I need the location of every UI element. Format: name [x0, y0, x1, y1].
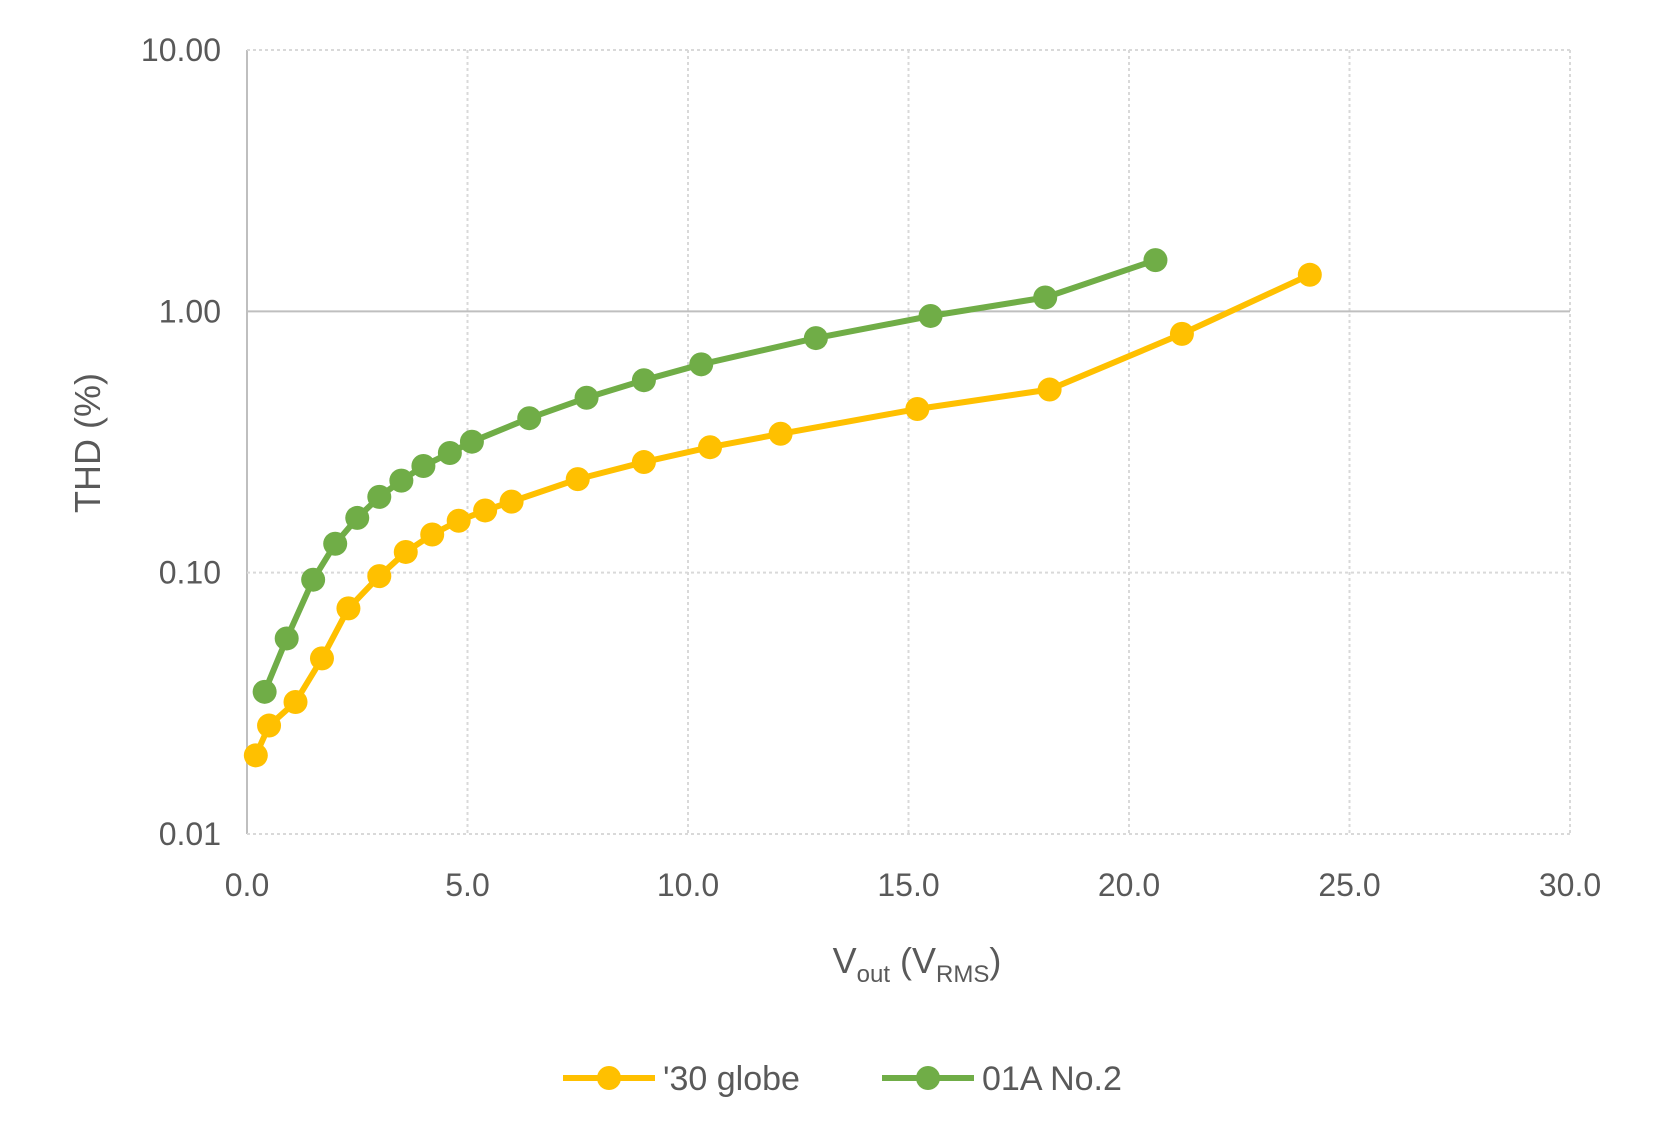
legend: '30 globe 01A No.2 — [563, 1060, 1122, 1098]
y-tick-label: 10.00 — [141, 32, 221, 68]
legend-swatch-marker — [916, 1066, 940, 1090]
data-point — [565, 467, 590, 492]
data-point — [631, 450, 656, 475]
data-point — [336, 596, 361, 621]
data-point — [301, 567, 326, 592]
y-tick-label: 0.01 — [159, 816, 221, 852]
x-tick-labels: 0.0 5.0 10.0 15.0 20.0 25.0 30.0 — [225, 867, 1601, 903]
data-point — [252, 679, 277, 704]
legend-item: '30 globe — [563, 1060, 800, 1098]
data-point — [517, 406, 542, 431]
legend-label: 01A No.2 — [982, 1060, 1122, 1098]
data-point — [420, 522, 445, 547]
legend-label: '30 globe — [663, 1060, 800, 1098]
data-point — [1169, 321, 1194, 346]
y-tick-labels: 0.01 0.10 1.00 10.00 — [141, 32, 221, 852]
x-tick-label: 15.0 — [877, 867, 939, 903]
series-1 — [243, 262, 1322, 768]
data-point — [283, 689, 308, 714]
legend-swatch-marker — [597, 1066, 621, 1090]
data-point — [411, 453, 436, 478]
data-point — [698, 435, 723, 460]
x-axis-title-main: V — [833, 940, 857, 981]
data-point — [574, 385, 599, 410]
legend-item: 01A No.2 — [882, 1060, 1122, 1098]
data-point — [274, 626, 299, 651]
x-tick-label: 20.0 — [1098, 867, 1160, 903]
data-point — [803, 326, 828, 351]
x-tick-label: 0.0 — [225, 867, 269, 903]
series-2 — [252, 248, 1168, 704]
data-point — [446, 508, 471, 533]
series — [243, 248, 1322, 768]
data-point — [367, 564, 392, 589]
x-tick-label: 25.0 — [1318, 867, 1380, 903]
data-point — [1033, 285, 1058, 310]
data-point — [309, 646, 334, 671]
x-tick-label: 10.0 — [657, 867, 719, 903]
data-point — [1143, 248, 1168, 273]
data-point — [345, 505, 370, 530]
data-point — [1037, 377, 1062, 402]
data-point — [1297, 262, 1322, 287]
data-point — [367, 484, 392, 509]
data-point — [631, 368, 656, 393]
x-axis-title-sub: out — [857, 961, 891, 988]
data-point — [323, 531, 348, 556]
y-tick-label: 1.00 — [159, 293, 221, 329]
data-point — [437, 441, 462, 466]
data-point — [499, 489, 524, 514]
x-axis-title-paren-close: ) — [989, 940, 1001, 981]
data-point — [918, 303, 943, 328]
data-point — [473, 498, 498, 523]
data-point — [689, 352, 714, 377]
data-point — [459, 429, 484, 454]
y-tick-label: 0.10 — [159, 555, 221, 591]
x-tick-label: 30.0 — [1539, 867, 1601, 903]
data-point — [393, 539, 418, 564]
data-point — [257, 713, 282, 738]
y-axis-title: THD (%) — [67, 373, 108, 513]
x-axis-title: Vout (VRMS) — [833, 940, 1002, 988]
data-point — [768, 421, 793, 446]
x-tick-label: 5.0 — [445, 867, 489, 903]
x-axis-title-paren-open: (V — [890, 940, 936, 981]
data-point — [905, 396, 930, 421]
data-point — [243, 743, 268, 768]
x-axis-title-paren-sub: RMS — [936, 961, 989, 988]
data-point — [389, 468, 414, 493]
